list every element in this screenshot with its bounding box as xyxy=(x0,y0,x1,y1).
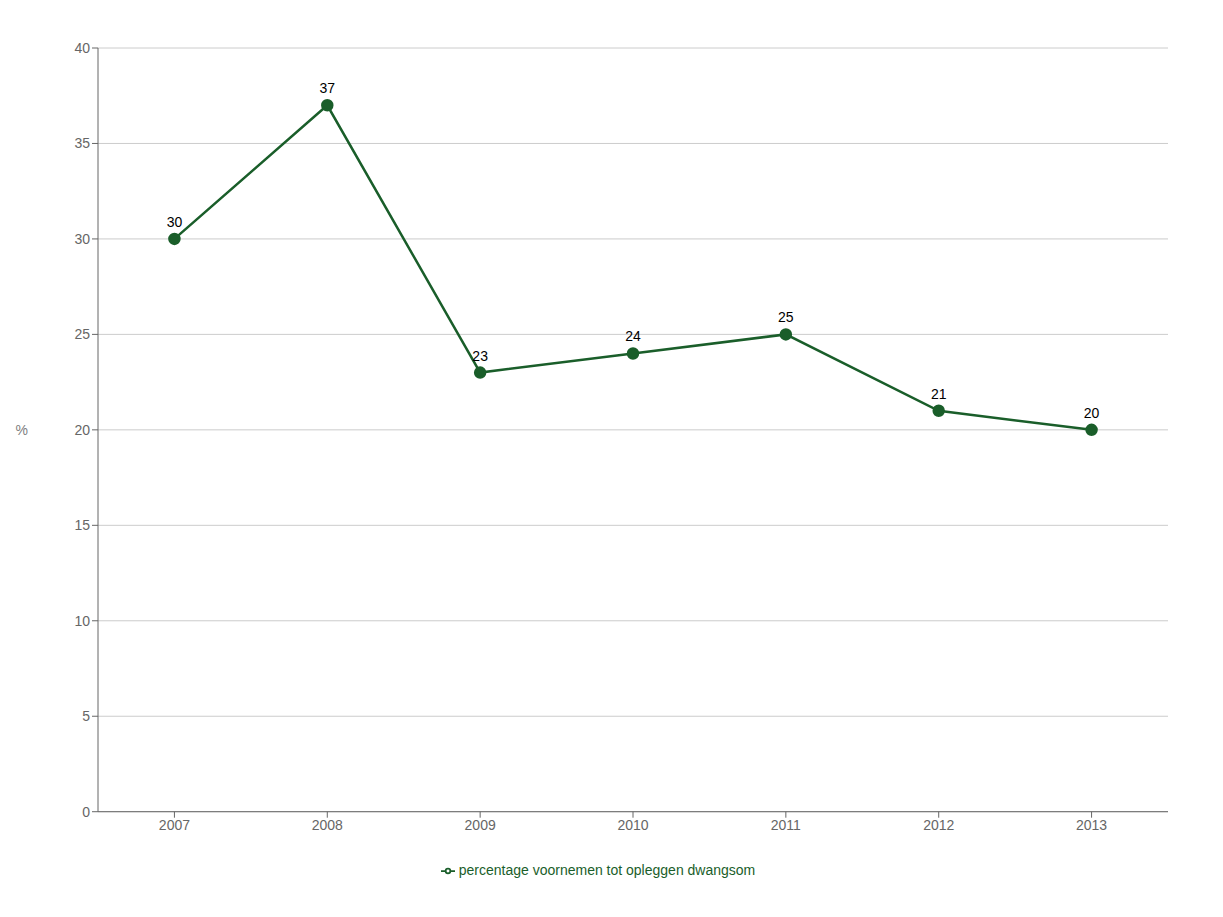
svg-text:5: 5 xyxy=(82,708,90,724)
svg-text:30: 30 xyxy=(74,231,90,247)
svg-text:20: 20 xyxy=(1084,405,1100,421)
svg-text:2011: 2011 xyxy=(771,817,801,833)
svg-text:2012: 2012 xyxy=(923,817,954,833)
svg-text:2009: 2009 xyxy=(465,817,496,833)
svg-text:37: 37 xyxy=(319,80,335,96)
svg-text:30: 30 xyxy=(167,214,183,230)
svg-text:23: 23 xyxy=(472,348,488,364)
svg-text:40: 40 xyxy=(74,40,90,56)
svg-text:35: 35 xyxy=(74,135,90,151)
svg-text:10: 10 xyxy=(74,613,90,629)
svg-text:24: 24 xyxy=(625,328,641,344)
svg-text:%: % xyxy=(16,422,28,438)
svg-text:15: 15 xyxy=(74,517,90,533)
svg-text:2008: 2008 xyxy=(312,817,343,833)
html-text:percentage voornemen tot opleg: percentage voornemen tot opleggen dwangs… xyxy=(458,861,756,878)
svg-text:20: 20 xyxy=(74,422,90,438)
svg-text:25: 25 xyxy=(74,326,90,342)
svg-text:2013: 2013 xyxy=(1076,817,1107,833)
svg-text:21: 21 xyxy=(931,386,947,402)
svg-text:2007: 2007 xyxy=(159,817,190,833)
svg-text:0: 0 xyxy=(82,804,90,820)
svg-text:25: 25 xyxy=(778,309,794,325)
svg-text:2010: 2010 xyxy=(617,817,648,833)
